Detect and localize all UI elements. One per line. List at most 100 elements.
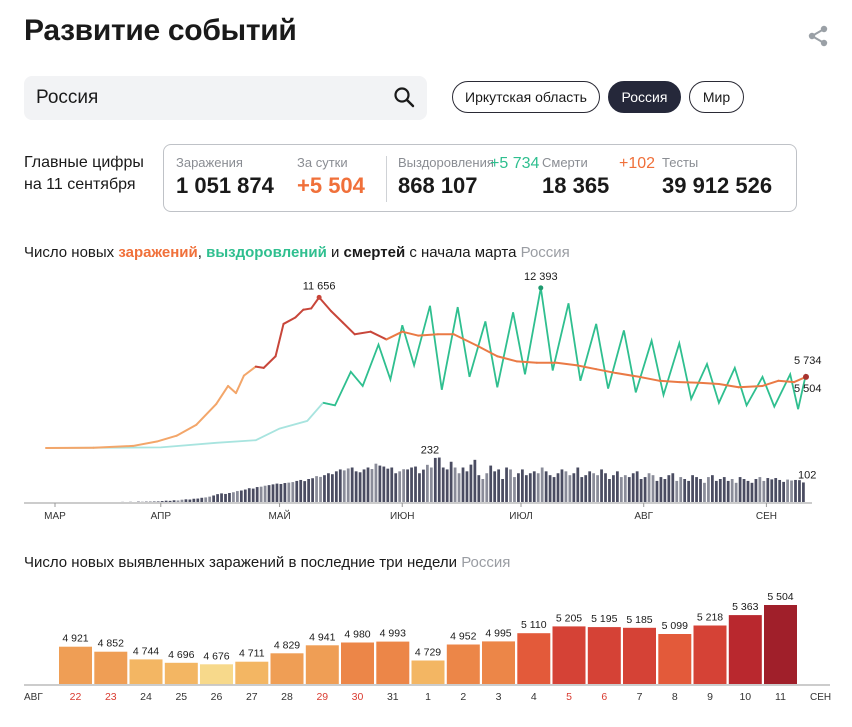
three-weeks-bar-value: 5 218	[697, 612, 723, 624]
deaths-bar	[588, 471, 592, 502]
three-weeks-axis-end: СЕН	[810, 692, 831, 703]
stat-tests: Тесты 39 912 526	[662, 155, 772, 199]
deaths-bar	[422, 469, 425, 502]
deaths-bar	[513, 477, 516, 502]
deaths-bar	[327, 473, 330, 502]
region-chip-russia[interactable]: Россия	[608, 81, 681, 113]
main-figures-label: Главные цифры на 11 сентября	[24, 152, 144, 196]
share-icon[interactable]	[806, 24, 830, 48]
infections-line-segment	[318, 296, 332, 313]
deaths-bar	[457, 473, 461, 502]
three-weeks-bar	[270, 653, 304, 684]
deaths-bar	[714, 480, 718, 502]
three-weeks-bar	[517, 633, 551, 684]
search-input[interactable]	[36, 76, 376, 120]
deaths-bar	[220, 493, 223, 503]
deaths-bar	[192, 498, 196, 502]
infections-line-segment	[254, 365, 265, 369]
three-weeks-day-label: 24	[140, 691, 152, 703]
search-icon[interactable]	[392, 85, 416, 109]
chart2-title-text: Число новых выявленных заражений в после…	[24, 554, 458, 571]
deaths-bar	[319, 476, 322, 502]
three-weeks-day-label: 8	[672, 691, 678, 703]
infections-line-segment	[282, 316, 297, 325]
deaths-bar	[742, 479, 746, 502]
deaths-bar	[350, 467, 354, 502]
stat-infections-value: 1 051 874	[176, 173, 274, 198]
three-weeks-bar-value: 4 921	[62, 633, 88, 645]
infections-line-segment	[595, 368, 617, 375]
deaths-bar	[398, 471, 402, 502]
month-tick-label: МАР	[44, 511, 66, 522]
deaths-bar	[172, 500, 176, 502]
deaths-bar	[168, 500, 172, 502]
deaths-bar	[426, 464, 429, 502]
deaths-bar	[156, 501, 160, 503]
three-weeks-day-label: 4	[531, 691, 537, 703]
three-weeks-bar	[482, 641, 515, 684]
deaths-bar	[441, 467, 445, 502]
deaths-bar	[414, 466, 417, 502]
recoveries-line	[322, 287, 807, 410]
stat-recoveries: Выздоровления 868 107	[398, 155, 494, 199]
stat-recoveries-value: 868 107	[398, 173, 478, 198]
deaths-bar	[374, 463, 378, 502]
deaths-bar	[216, 494, 219, 502]
three-weeks-day-label: 11	[775, 691, 786, 703]
deaths-bar	[267, 485, 271, 502]
main-figures-label-date: на 11 сентября	[24, 176, 136, 193]
deaths-bar	[596, 475, 599, 502]
infections-line-segment	[516, 360, 538, 364]
three-weeks-day-label: 26	[211, 691, 223, 703]
three-weeks-bar-value: 5 504	[767, 591, 793, 603]
deaths-peak-label: 232	[421, 445, 439, 457]
region-chip-irkutsk[interactable]: Иркутская область	[452, 81, 600, 113]
deaths-bar	[307, 479, 311, 502]
deaths-bar	[445, 469, 449, 502]
deaths-bar	[517, 473, 520, 502]
deaths-bar	[671, 473, 675, 502]
three-weeks-bar	[552, 626, 586, 684]
infections-line-segment	[417, 333, 439, 337]
deaths-bar	[342, 470, 346, 503]
stat-deaths: Смерти 18 365	[542, 155, 609, 199]
infections-line-segment	[555, 361, 578, 367]
deaths-bar	[675, 480, 679, 502]
deaths-bar	[366, 467, 370, 502]
three-weeks-bar-value: 4 729	[415, 647, 441, 659]
chart2-title-region: Россия	[461, 554, 511, 571]
infections-line-segment	[227, 384, 237, 395]
infections-line-segment	[496, 355, 519, 363]
three-weeks-bar	[59, 646, 92, 684]
chart1-title: Число новых заражений, выздоровлений и с…	[24, 244, 570, 261]
deaths-bar	[299, 479, 303, 502]
deaths-bar	[521, 469, 524, 502]
deaths-bar	[433, 457, 437, 502]
chart1-title-sep: ,	[197, 244, 207, 261]
three-weeks-day-label: 9	[707, 691, 713, 703]
month-tick-label: АВГ	[634, 511, 653, 522]
infections-line-segment	[195, 403, 218, 426]
infections-line-segment	[717, 383, 740, 389]
deaths-bar	[188, 499, 192, 502]
three-weeks-bar-value: 4 995	[485, 627, 511, 639]
infections-line-segment	[777, 379, 796, 384]
deaths-bar	[334, 471, 338, 502]
daily-chart: МАР АПР МАЙ ИЮН ИЮЛ АВГ СЕН 11 656 12 393 5 734 5…	[24, 271, 822, 522]
deaths-bar	[271, 484, 275, 502]
deaths-bar	[635, 471, 639, 502]
three-weeks-bar-value: 4 980	[344, 629, 370, 641]
deaths-bar	[548, 475, 552, 502]
deaths-bar	[295, 480, 299, 502]
three-weeks-day-label: 5	[566, 691, 572, 703]
region-chip-world[interactable]: Мир	[689, 81, 744, 113]
deaths-bar	[532, 471, 536, 502]
three-weeks-bar	[764, 605, 797, 684]
infections-line-segment	[615, 372, 641, 378]
deaths-bar	[429, 467, 433, 502]
three-weeks-day-label: 27	[246, 691, 258, 703]
chart1-title-prefix: Число новых	[24, 244, 119, 261]
infections-peak-label: 11 656	[303, 280, 336, 292]
deaths-bar	[461, 467, 465, 502]
deaths-bar	[552, 477, 556, 502]
